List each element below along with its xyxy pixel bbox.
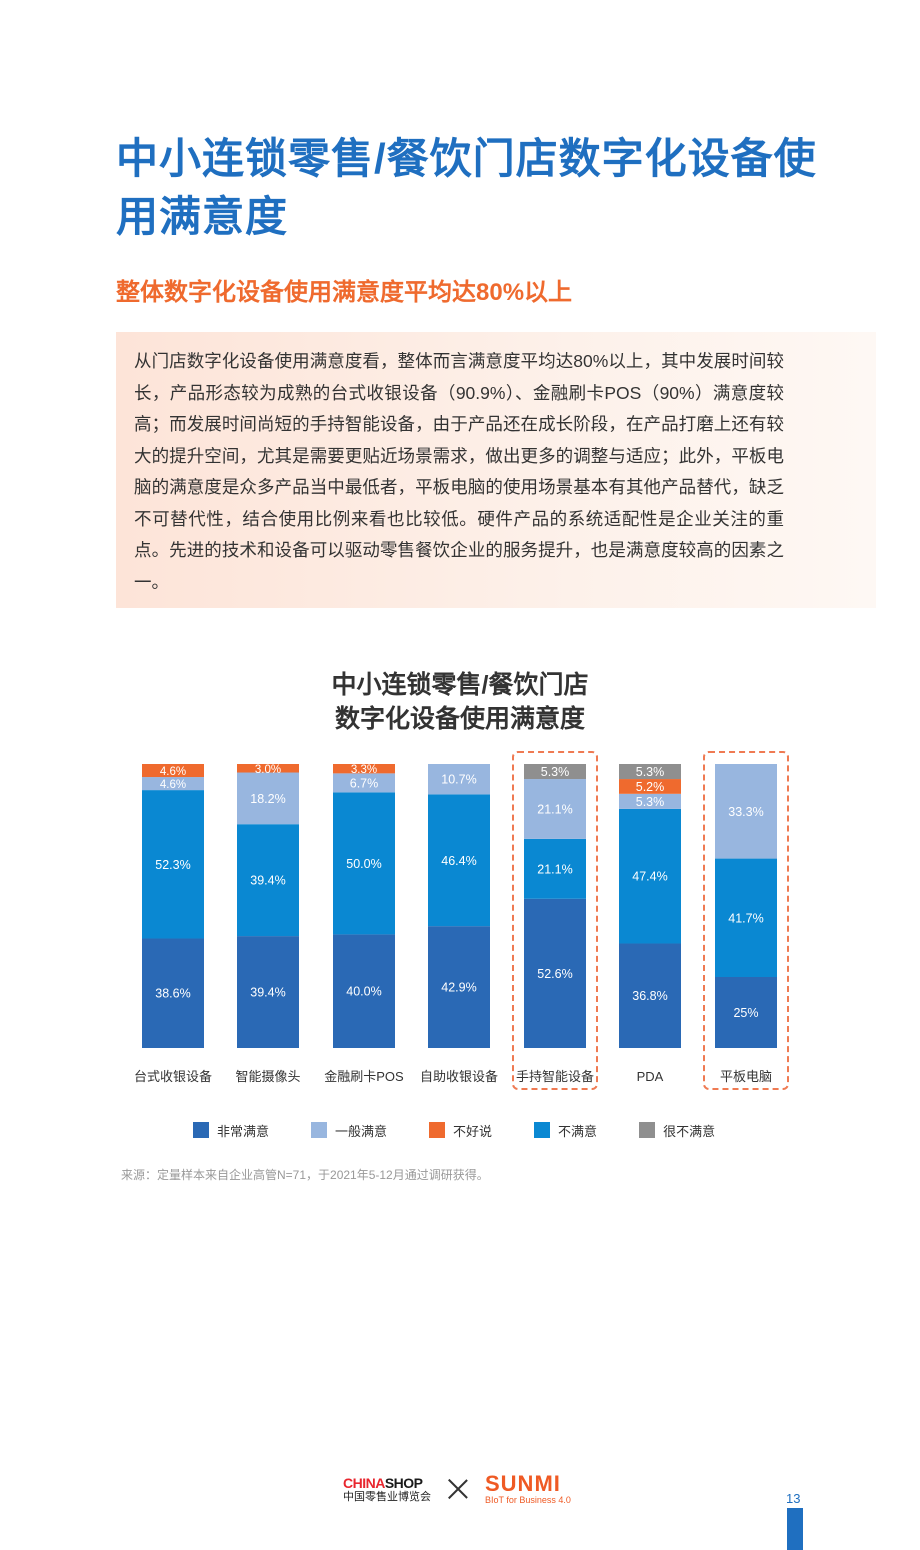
bar-segment (524, 779, 586, 839)
data-label: 47.4% (632, 870, 667, 884)
chart-title: 中小连锁零售/餐饮门店 数字化设备使用满意度 (0, 668, 920, 736)
page-tab (787, 1508, 803, 1550)
category-label: 智能摄像头 (235, 1069, 300, 1084)
bar-segment (619, 793, 681, 809)
data-label: 25% (733, 1006, 758, 1020)
bar-segment (428, 794, 490, 927)
legend-item: 不满意 (534, 1121, 597, 1140)
data-label: 4.6% (160, 766, 186, 778)
legend-label: 不满意 (558, 1123, 598, 1139)
data-label: 33.3% (728, 805, 763, 819)
chinashop-logo-part1: CHINA (343, 1474, 385, 1491)
category-label: 手持智能设备 (516, 1069, 594, 1084)
bar-segment (428, 764, 490, 795)
bar-segment (237, 824, 299, 937)
legend-label: 一般满意 (335, 1123, 388, 1139)
data-label: 21.1% (537, 862, 572, 876)
bar-segment (333, 764, 395, 774)
sunmi-logo-tagline: BIoT for Business 4.0 (485, 1495, 571, 1505)
bar-segment (619, 808, 681, 944)
chinashop-logo-part2: SHOP (384, 1474, 423, 1491)
data-label: 50.0% (346, 857, 381, 871)
data-label: 36.8% (632, 989, 667, 1003)
data-label: 39.4% (250, 986, 285, 1000)
bar-segment (715, 977, 777, 1048)
category-label: 金融刷卡POS (324, 1069, 404, 1084)
legend-swatch (639, 1122, 656, 1138)
data-label: 21.1% (537, 802, 572, 816)
source-note: 来源：定量样本来自企业高管N=71，于2021年5-12月通过调研获得。 (121, 1168, 489, 1182)
legend-label: 不好说 (453, 1123, 493, 1139)
legend-item: 一般满意 (311, 1121, 387, 1140)
stacked-bar-chart: 38.6% 52.3% 4.6%4.6% 台式收银设备 39.4% 39.4% 18.2% 3… (134, 764, 777, 1084)
legend-item: 非常满意 (193, 1121, 269, 1140)
cross-icon (447, 1478, 469, 1500)
chart-title-line-1: 中小连锁零售/餐饮门店 (331, 671, 589, 699)
data-label: 5.3% (636, 765, 665, 779)
bar-segment (619, 943, 681, 1048)
bar-segment (715, 858, 777, 977)
data-label: 3.0% (255, 764, 281, 776)
legend-swatch (534, 1122, 551, 1138)
footer-logos: CHINASHOP 中国零售业博览会 SUNMI BIoT for Busine… (343, 1472, 571, 1506)
data-label: 41.7% (728, 911, 763, 925)
data-label: 10.7% (441, 773, 476, 787)
data-label: 4.6% (160, 779, 186, 791)
bar-segment (237, 772, 299, 825)
highlight-box (512, 751, 598, 1090)
bar-segment (237, 764, 299, 773)
category-label: PDA (637, 1069, 664, 1084)
category-label: 平板电脑 (720, 1069, 772, 1084)
bar-segment (142, 790, 204, 939)
data-label: 5.3% (636, 795, 665, 809)
bar-segment (142, 938, 204, 1048)
data-label: 5.2% (636, 780, 665, 794)
data-label: 38.6% (155, 987, 190, 1001)
bar-segment (524, 838, 586, 899)
page-subtitle: 整体数字化设备使用满意度平均达80%以上 (116, 279, 573, 306)
chart-legend: 非常满意 一般满意 不好说 不满意 很不满意 (193, 1120, 757, 1140)
legend-label: 很不满意 (663, 1123, 716, 1139)
category-label: 台式收银设备 (134, 1069, 212, 1084)
sunmi-logo-name: SUNMI (485, 1471, 561, 1496)
bar-segment (333, 934, 395, 1048)
data-label: 46.4% (441, 854, 476, 868)
legend-item: 很不满意 (639, 1121, 715, 1140)
bar-segment (142, 764, 204, 778)
data-label: 40.0% (346, 985, 381, 999)
intro-box: 从门店数字化设备使用满意度看，整体而言满意度平均达80%以上，其中发展时间较长，… (116, 332, 876, 608)
page-title: 中小连锁零售/餐饮门店数字化设备使用满意度 (116, 135, 817, 240)
data-label: 6.7% (350, 776, 379, 790)
bar-segment (333, 792, 395, 935)
legend-swatch (429, 1122, 446, 1138)
category-label: 自助收银设备 (420, 1069, 498, 1084)
bar-segment (142, 777, 204, 791)
bar-segment (524, 764, 586, 780)
bar-segment (524, 898, 586, 1048)
legend-swatch (193, 1122, 209, 1138)
legend-item: 不好说 (429, 1121, 492, 1140)
data-label: 3.3% (351, 764, 377, 776)
highlight-box (703, 751, 789, 1090)
data-label: 39.4% (250, 874, 285, 888)
intro-text: 从门店数字化设备使用满意度看，整体而言满意度平均达80%以上，其中发展时间较长，… (134, 351, 784, 592)
data-label: 42.9% (441, 981, 476, 995)
bar-segment (715, 764, 777, 859)
page-number: 13 (786, 1491, 801, 1506)
chart-title-line-2: 数字化设备使用满意度 (334, 705, 585, 733)
bar-segment (619, 764, 681, 780)
bar-segment (333, 773, 395, 793)
legend-swatch (311, 1122, 328, 1138)
sunmi-logo: SUNMI BIoT for Business 4.0 (485, 1473, 571, 1505)
bar-segment (237, 936, 299, 1048)
chinashop-logo: CHINASHOP 中国零售业博览会 (343, 1476, 431, 1503)
chinashop-logo-subtitle: 中国零售业博览会 (343, 1490, 431, 1503)
data-label: 52.6% (537, 967, 572, 981)
data-label: 18.2% (250, 792, 285, 806)
legend-label: 非常满意 (217, 1123, 270, 1139)
data-label: 5.3% (541, 765, 570, 779)
bar-segment (619, 779, 681, 794)
bar-segment (428, 926, 490, 1048)
data-label: 52.3% (155, 858, 190, 872)
